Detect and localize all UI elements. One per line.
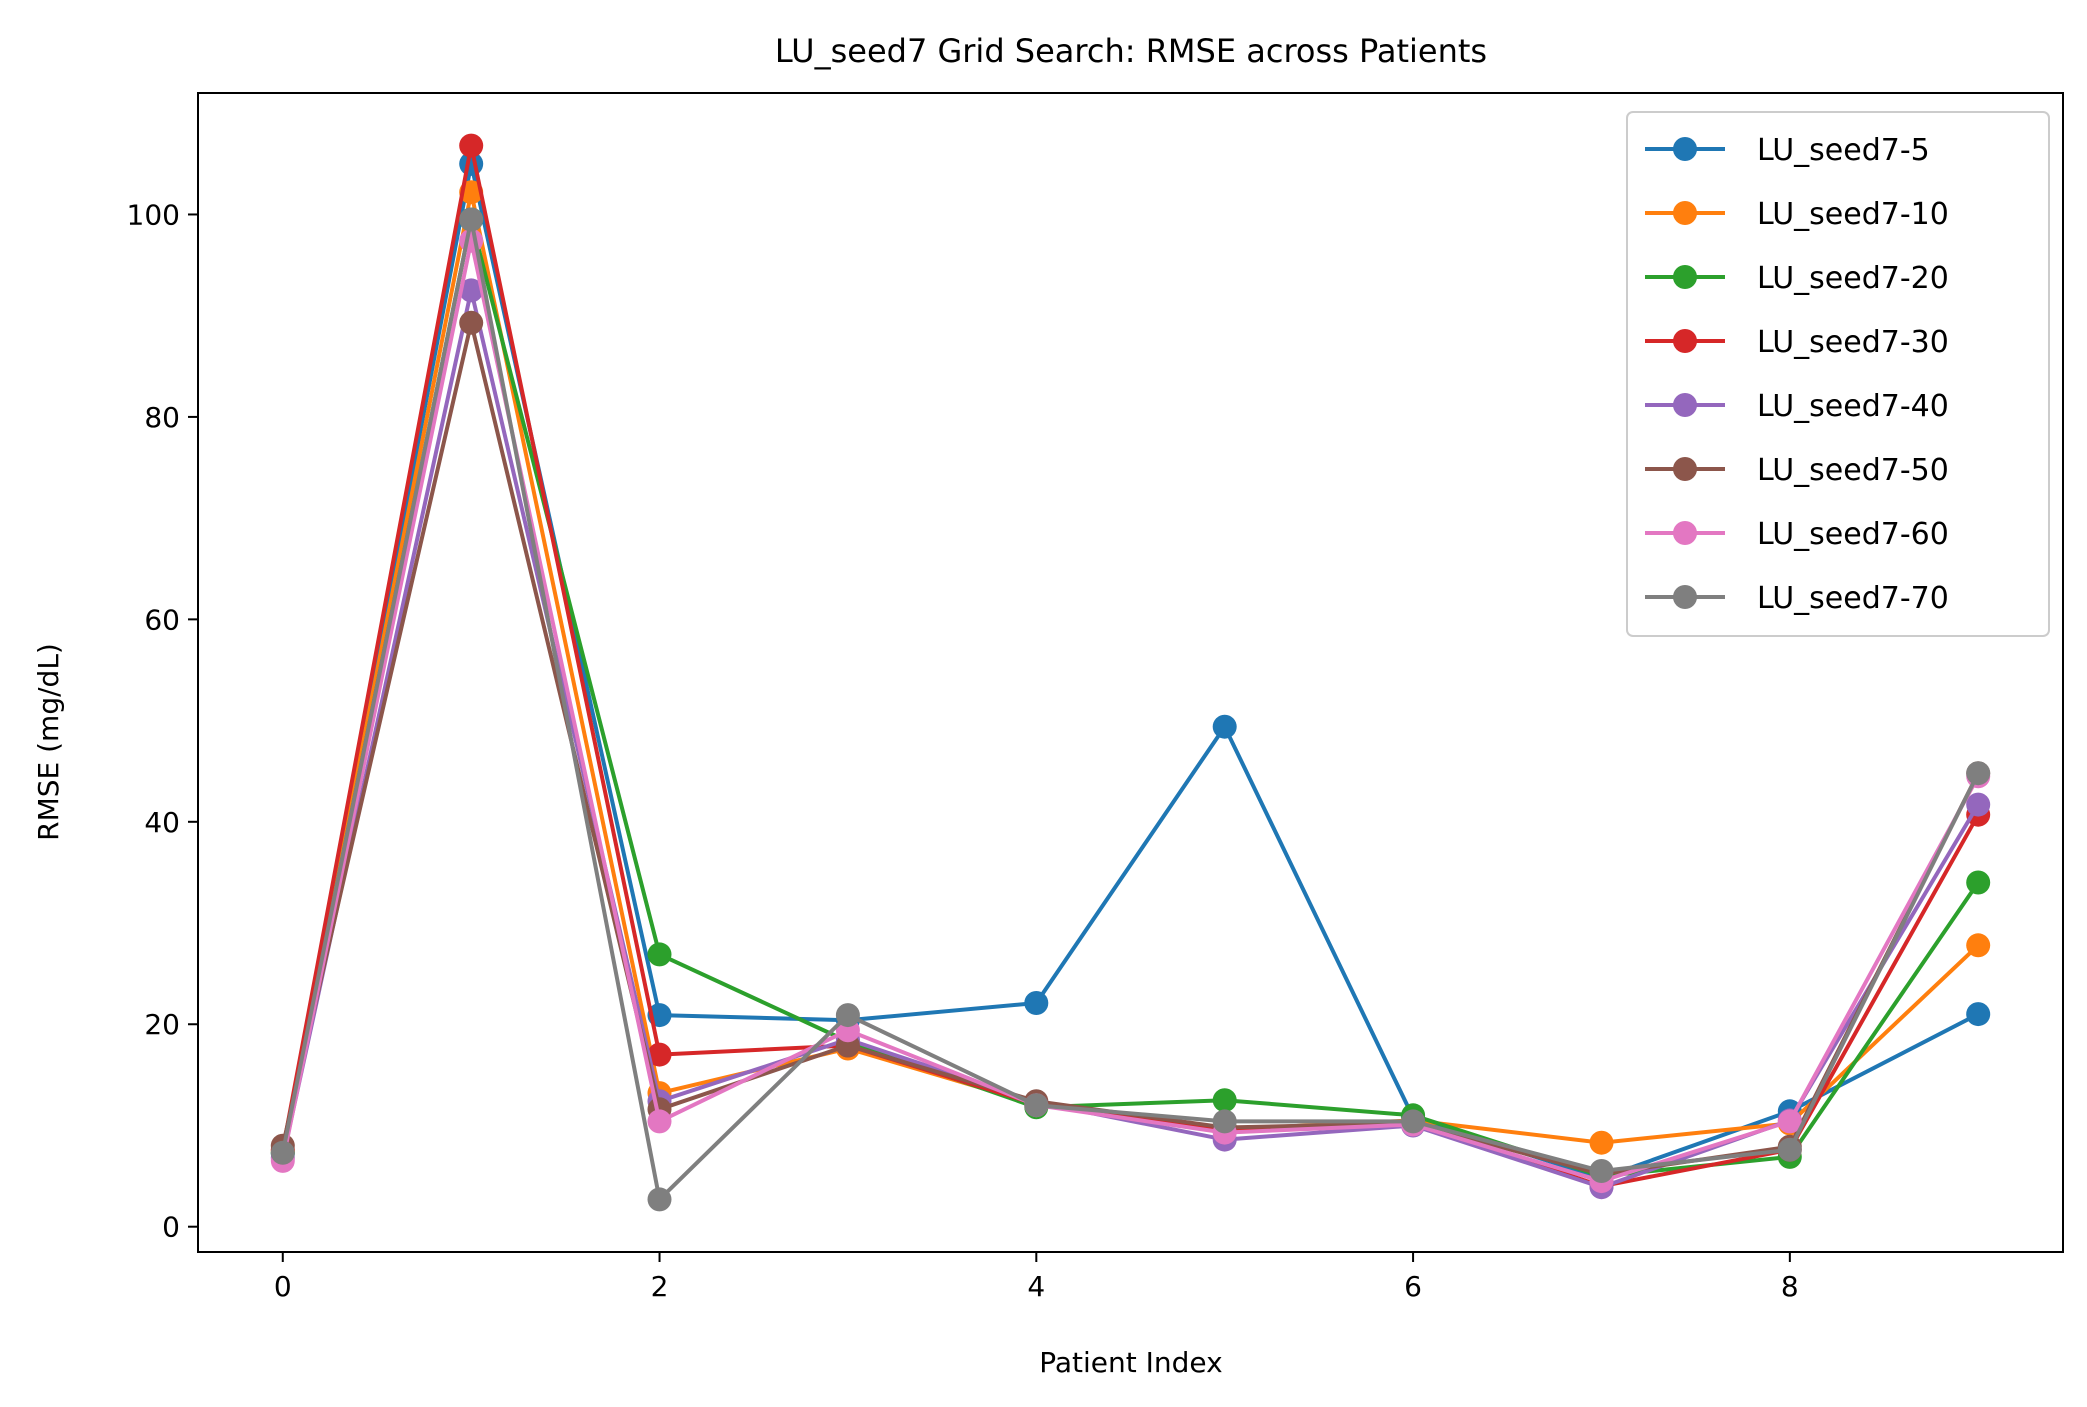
legend-box — [1626, 111, 2050, 637]
x-tick-label-8: 8 — [1781, 1270, 1799, 1303]
data-point-LU_seed7-70-4 — [1024, 1093, 1049, 1118]
legend-label-LU_seed7-60: LU_seed7-60 — [1757, 517, 1949, 552]
legend-item-LU_seed7-10: LU_seed7-10 — [1645, 197, 1949, 232]
legend-marker-LU_seed7-50 — [1673, 457, 1697, 481]
data-point-LU_seed7-70-6 — [1401, 1109, 1426, 1134]
data-point-LU_seed7-70-2 — [647, 1187, 672, 1212]
y-tick-label-80: 80 — [144, 401, 180, 434]
data-point-LU_seed7-60-1 — [459, 228, 484, 253]
legend-marker-LU_seed7-20 — [1673, 265, 1697, 289]
y-tick-label-20: 20 — [144, 1008, 180, 1041]
data-point-LU_seed7-40-1 — [459, 278, 484, 303]
legend-item-LU_seed7-5: LU_seed7-5 — [1645, 133, 1930, 168]
legend-marker-LU_seed7-40 — [1673, 393, 1697, 417]
chart-title: LU_seed7 Grid Search: RMSE across Patien… — [775, 32, 1487, 70]
legend-label-LU_seed7-20: LU_seed7-20 — [1757, 261, 1949, 296]
y-axis-label: RMSE (mg/dL) — [32, 643, 65, 841]
data-point-LU_seed7-70-1 — [459, 207, 484, 232]
legend-label-LU_seed7-10: LU_seed7-10 — [1757, 197, 1949, 232]
y-tick-label-100: 100 — [127, 198, 180, 231]
y-tick-label-40: 40 — [144, 806, 180, 839]
legend-marker-LU_seed7-5 — [1673, 137, 1697, 161]
data-point-LU_seed7-70-5 — [1212, 1109, 1237, 1134]
x-tick-label-6: 6 — [1404, 1270, 1422, 1303]
plot-frame — [197, 92, 2064, 1253]
data-point-LU_seed7-5-4 — [1024, 991, 1049, 1015]
x-tick-label-4: 4 — [1027, 1270, 1045, 1303]
series-line-LU_seed7-70 — [280, 217, 1981, 1202]
legend-marker-LU_seed7-30 — [1673, 329, 1697, 353]
data-point-LU_seed7-70-3 — [835, 1003, 860, 1028]
legend-item-LU_seed7-30: LU_seed7-30 — [1645, 325, 1949, 360]
data-point-LU_seed7-40-9 — [1966, 792, 1991, 817]
legend-label-LU_seed7-5: LU_seed7-5 — [1757, 133, 1930, 168]
legend-marker-LU_seed7-60 — [1673, 521, 1697, 545]
data-point-LU_seed7-20-9 — [1966, 870, 1991, 895]
data-point-LU_seed7-60-8 — [1777, 1109, 1802, 1134]
x-tick-label-2: 2 — [651, 1270, 669, 1303]
legend-item-LU_seed7-60: LU_seed7-60 — [1645, 517, 1949, 552]
data-point-LU_seed7-70-9 — [1966, 761, 1991, 786]
x-axis-label: Patient Index — [1039, 1346, 1222, 1379]
data-point-LU_seed7-70-0 — [270, 1140, 295, 1165]
legend-item-LU_seed7-40: LU_seed7-40 — [1645, 389, 1949, 424]
data-point-LU_seed7-10-9 — [1966, 933, 1991, 958]
data-point-LU_seed7-50-1 — [459, 310, 484, 335]
legend-label-LU_seed7-50: LU_seed7-50 — [1757, 453, 1949, 488]
data-point-LU_seed7-70-7 — [1589, 1159, 1614, 1183]
data-point-LU_seed7-5-5 — [1212, 714, 1237, 739]
y-tick-label-60: 60 — [144, 603, 180, 636]
data-point-LU_seed7-70-8 — [1777, 1137, 1802, 1162]
legend-item-LU_seed7-70: LU_seed7-70 — [1645, 581, 1949, 616]
data-point-LU_seed7-60-2 — [647, 1109, 672, 1134]
legend-marker-LU_seed7-10 — [1673, 201, 1697, 225]
legend-item-LU_seed7-20: LU_seed7-20 — [1645, 261, 1949, 296]
data-point-LU_seed7-10-7 — [1589, 1130, 1614, 1155]
series-line-LU_seed7-60 — [280, 238, 1981, 1184]
data-point-LU_seed7-20-5 — [1212, 1088, 1237, 1113]
data-point-LU_seed7-20-2 — [647, 942, 672, 967]
x-tick-label-0: 0 — [274, 1270, 292, 1303]
legend-label-LU_seed7-30: LU_seed7-30 — [1757, 325, 1949, 360]
legend-label-LU_seed7-40: LU_seed7-40 — [1757, 389, 1949, 424]
legend-label-LU_seed7-70: LU_seed7-70 — [1757, 581, 1949, 616]
y-tick-label-0: 0 — [162, 1211, 180, 1244]
data-point-LU_seed7-5-9 — [1966, 1002, 1991, 1027]
data-point-LU_seed7-30-2 — [647, 1042, 672, 1067]
legend: LU_seed7-5 LU_seed7-10 LU_seed7-20 LU_seed7… — [1626, 111, 2050, 637]
data-point-LU_seed7-30-1 — [459, 133, 484, 158]
legend-marker-LU_seed7-70 — [1673, 585, 1697, 609]
series-LU_seed7-70 — [270, 207, 1991, 1212]
legend-item-LU_seed7-50: LU_seed7-50 — [1645, 453, 1949, 488]
